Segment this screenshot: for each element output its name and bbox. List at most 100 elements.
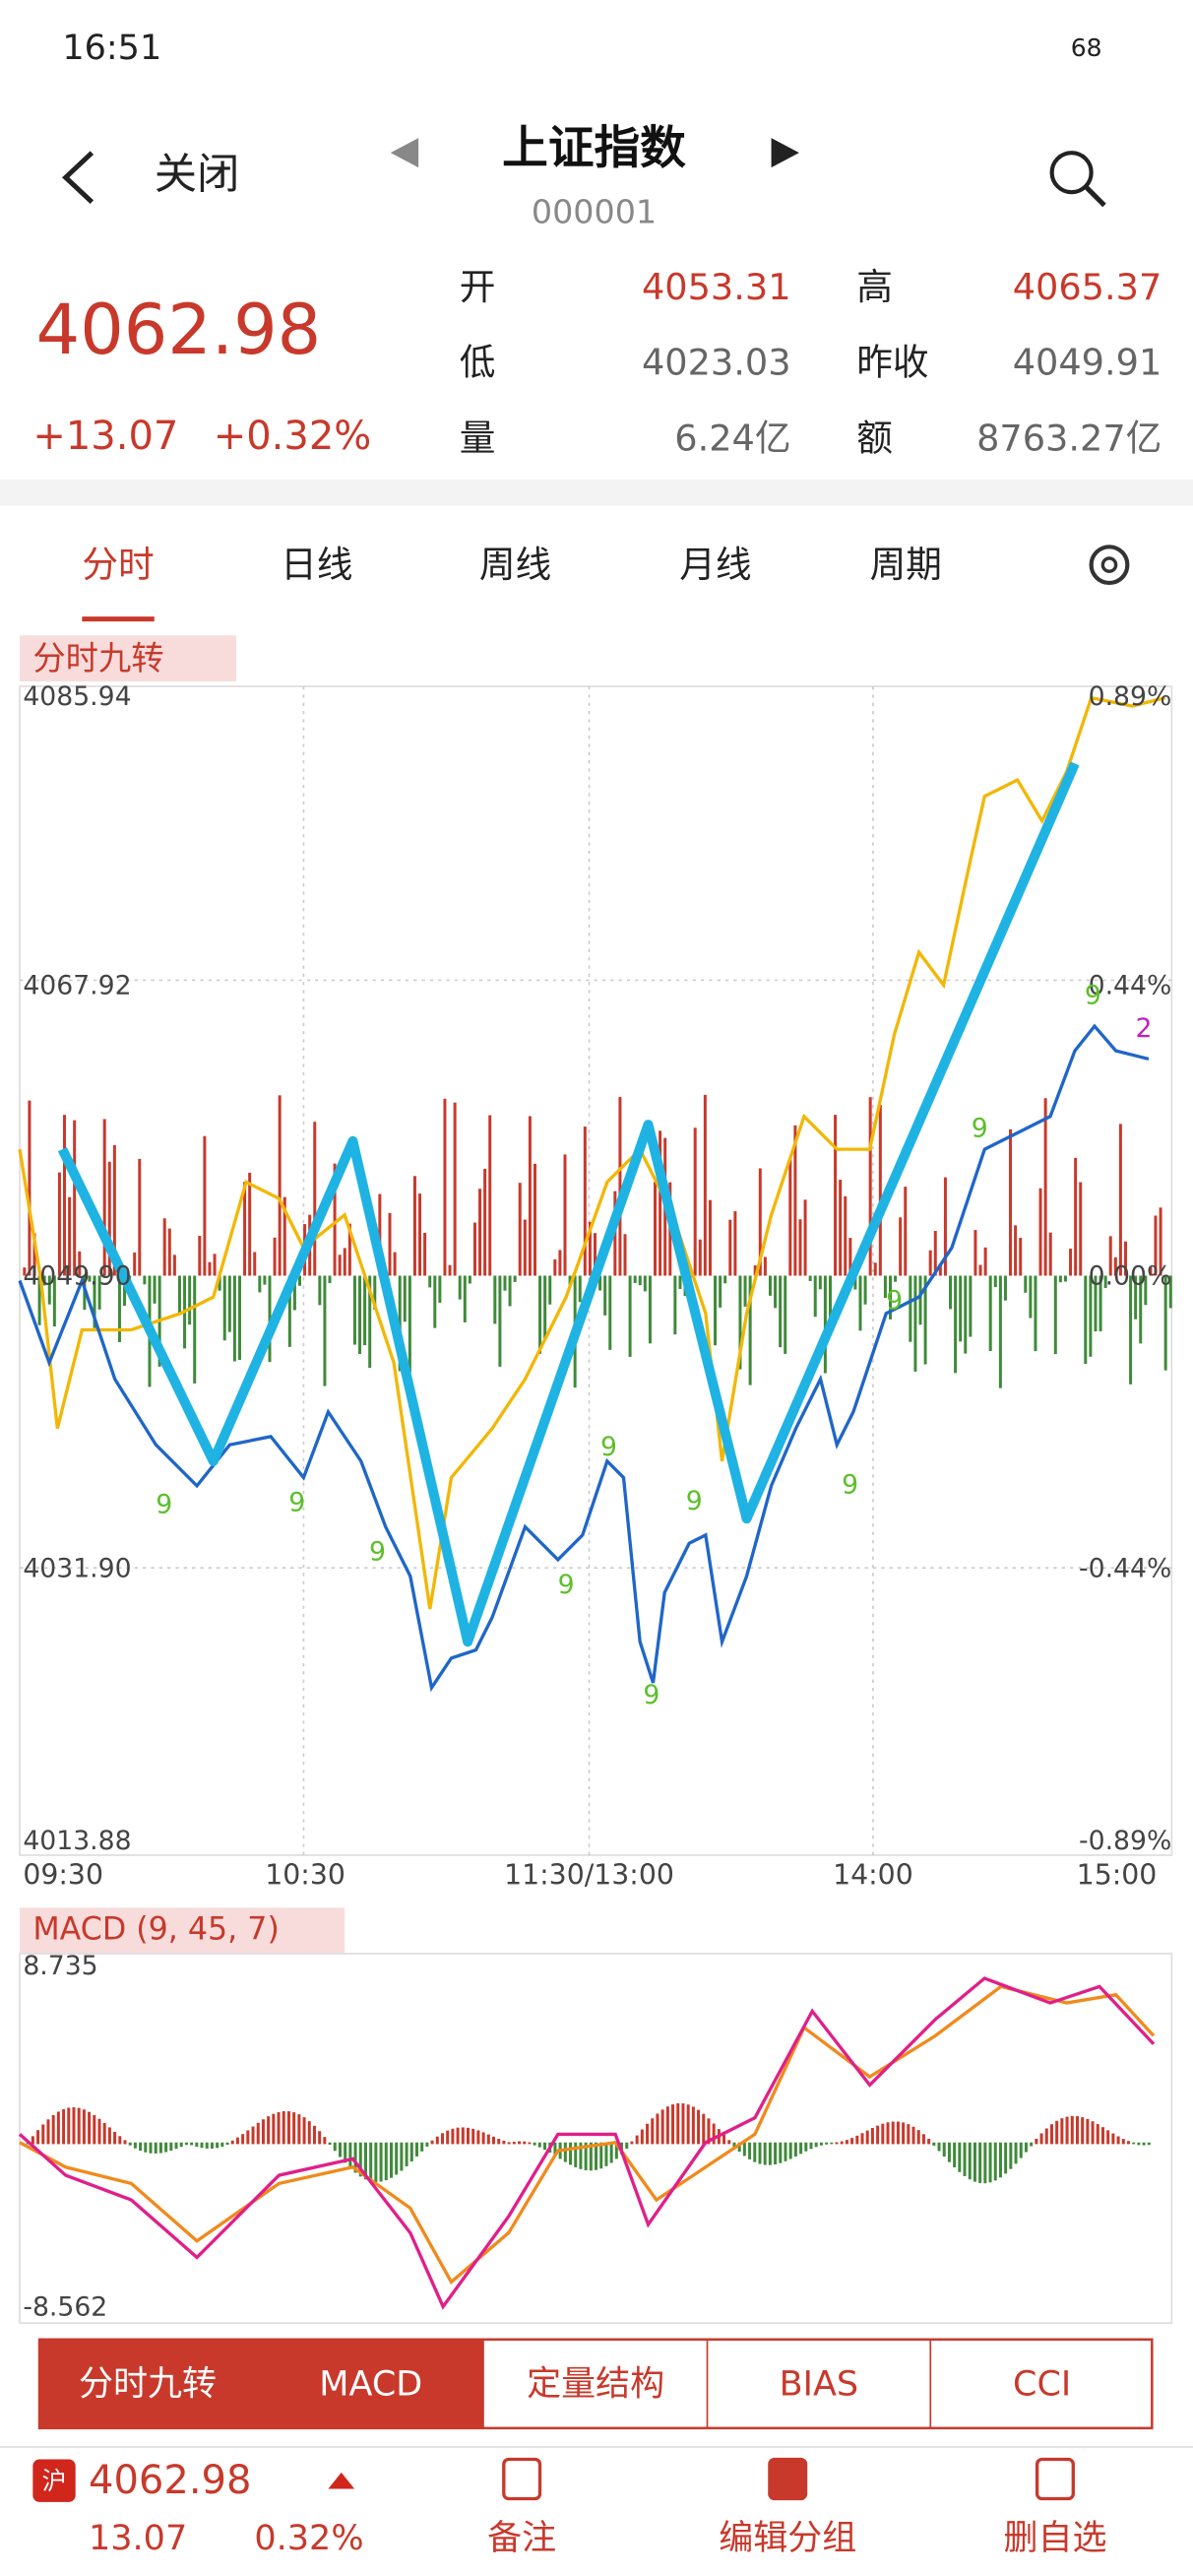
volume-bar (363, 1275, 367, 1346)
volume-bars (23, 1094, 1172, 1388)
indicator-tab[interactable]: MACD (319, 2364, 422, 2404)
macd-bar (179, 2142, 183, 2148)
volume-bar (719, 1275, 722, 1308)
macd-bar (384, 2142, 388, 2181)
volume-bar (1144, 1275, 1148, 1306)
macd-bar (220, 2142, 224, 2148)
macd-bar (963, 2142, 967, 2176)
volume-bar (883, 1275, 887, 1298)
macd-bar (374, 2142, 378, 2182)
volume-bar (623, 1234, 627, 1276)
volume-bar (533, 1163, 536, 1276)
prev-arrow[interactable] (390, 138, 419, 168)
macd-bar (1070, 2115, 1074, 2145)
tab[interactable]: 周期 (870, 544, 942, 586)
tab[interactable]: 分时 (82, 544, 154, 586)
macd-bar (697, 2109, 701, 2145)
settings-icon[interactable] (1089, 545, 1130, 586)
close-button[interactable]: 关闭 (155, 151, 240, 200)
macd-bar (988, 2142, 992, 2183)
tab[interactable]: 月线 (679, 544, 751, 586)
indicator-name[interactable]: 分时九转 (32, 639, 163, 677)
macd-bar (1100, 2127, 1104, 2145)
tab[interactable]: 周线 (479, 544, 551, 586)
macd-bar (195, 2142, 199, 2148)
volume-bar (408, 1275, 411, 1373)
field-value: 4049.91 (1013, 342, 1162, 384)
volume-bar (443, 1098, 447, 1276)
volume-bar (1058, 1275, 1062, 1283)
volume-bar (913, 1275, 917, 1372)
macd-bar (788, 2142, 792, 2159)
macd-bar (302, 2117, 306, 2145)
volume-bar (949, 1275, 953, 1310)
macd-bar (466, 2127, 470, 2145)
macd-bar (1137, 2142, 1141, 2146)
volume-bar (844, 1195, 848, 1276)
macd-bar (297, 2114, 301, 2145)
signal-marker: 9 (156, 1489, 172, 1519)
indicator-tab[interactable]: CCI (1013, 2364, 1071, 2404)
macd-bar (225, 2142, 229, 2146)
volume-bar (548, 1275, 552, 1305)
back-icon[interactable] (62, 151, 94, 205)
indicator-tab[interactable]: BIAS (780, 2364, 859, 2404)
indicator-chip[interactable] (20, 635, 237, 681)
macd-chip[interactable] (20, 1907, 345, 1955)
volume-bar (1009, 1128, 1013, 1276)
macd-bar (389, 2142, 393, 2178)
field-value: 6.24亿 (674, 417, 790, 459)
y-label: 4031.90 (23, 1553, 131, 1583)
volume-bar (1154, 1215, 1158, 1276)
x-label: 09:30 (23, 1859, 103, 1892)
indicator-tab[interactable]: 定量结构 (527, 2364, 664, 2404)
indicator-tab[interactable]: 分时九转 (79, 2364, 217, 2404)
volume-bar (358, 1275, 362, 1355)
macd-bar (753, 2142, 757, 2162)
volume-bar (32, 1233, 36, 1276)
macd-bar (133, 2142, 137, 2149)
volume-bar (97, 1275, 101, 1310)
macd-bar (107, 2127, 111, 2145)
macd-bar (261, 2119, 265, 2145)
volume-bar (493, 1275, 497, 1324)
action[interactable]: 备注 (487, 2519, 556, 2558)
macd-bar (344, 2142, 347, 2163)
volume-bar (117, 1275, 121, 1342)
macd-bar (369, 2142, 373, 2182)
tab[interactable]: 日线 (281, 544, 352, 586)
macd-bar (814, 2142, 818, 2148)
volume-bar (23, 1267, 27, 1276)
macd-bar (691, 2106, 695, 2145)
macd-min: -8.562 (23, 2292, 107, 2323)
next-arrow[interactable] (771, 138, 799, 168)
volume-bar (1029, 1275, 1033, 1319)
volume-bar (1003, 1275, 1007, 1301)
volume-bar (1053, 1275, 1057, 1355)
volume-bar (172, 1255, 176, 1276)
volume-bar (458, 1275, 462, 1300)
search-icon[interactable] (1049, 151, 1106, 208)
volume-bar (232, 1275, 236, 1362)
footer-price: 4062.98 (89, 2458, 251, 2503)
macd-bar (916, 2130, 920, 2145)
macd-bar (1049, 2124, 1053, 2145)
volume-bar (753, 1265, 757, 1276)
signal-marker: 9 (369, 1537, 386, 1568)
macd-bar (31, 2136, 34, 2145)
action[interactable]: 删自选 (1003, 2519, 1106, 2558)
volume-bar (918, 1275, 922, 1325)
volume-bar (743, 1275, 747, 1307)
action[interactable]: 编辑分组 (719, 2519, 856, 2558)
volume-bar (588, 1221, 592, 1276)
macd-bar (993, 2142, 997, 2181)
macd-bar (425, 2142, 429, 2147)
macd-name[interactable]: MACD (9, 45, 7) (32, 1912, 279, 1948)
macd-bar (574, 2142, 578, 2167)
volume-bar (463, 1275, 467, 1322)
macd-bar (722, 2134, 726, 2145)
volume-bar (998, 1275, 1002, 1388)
dea-line (19, 1984, 1156, 2286)
macd-bar (921, 2134, 925, 2145)
